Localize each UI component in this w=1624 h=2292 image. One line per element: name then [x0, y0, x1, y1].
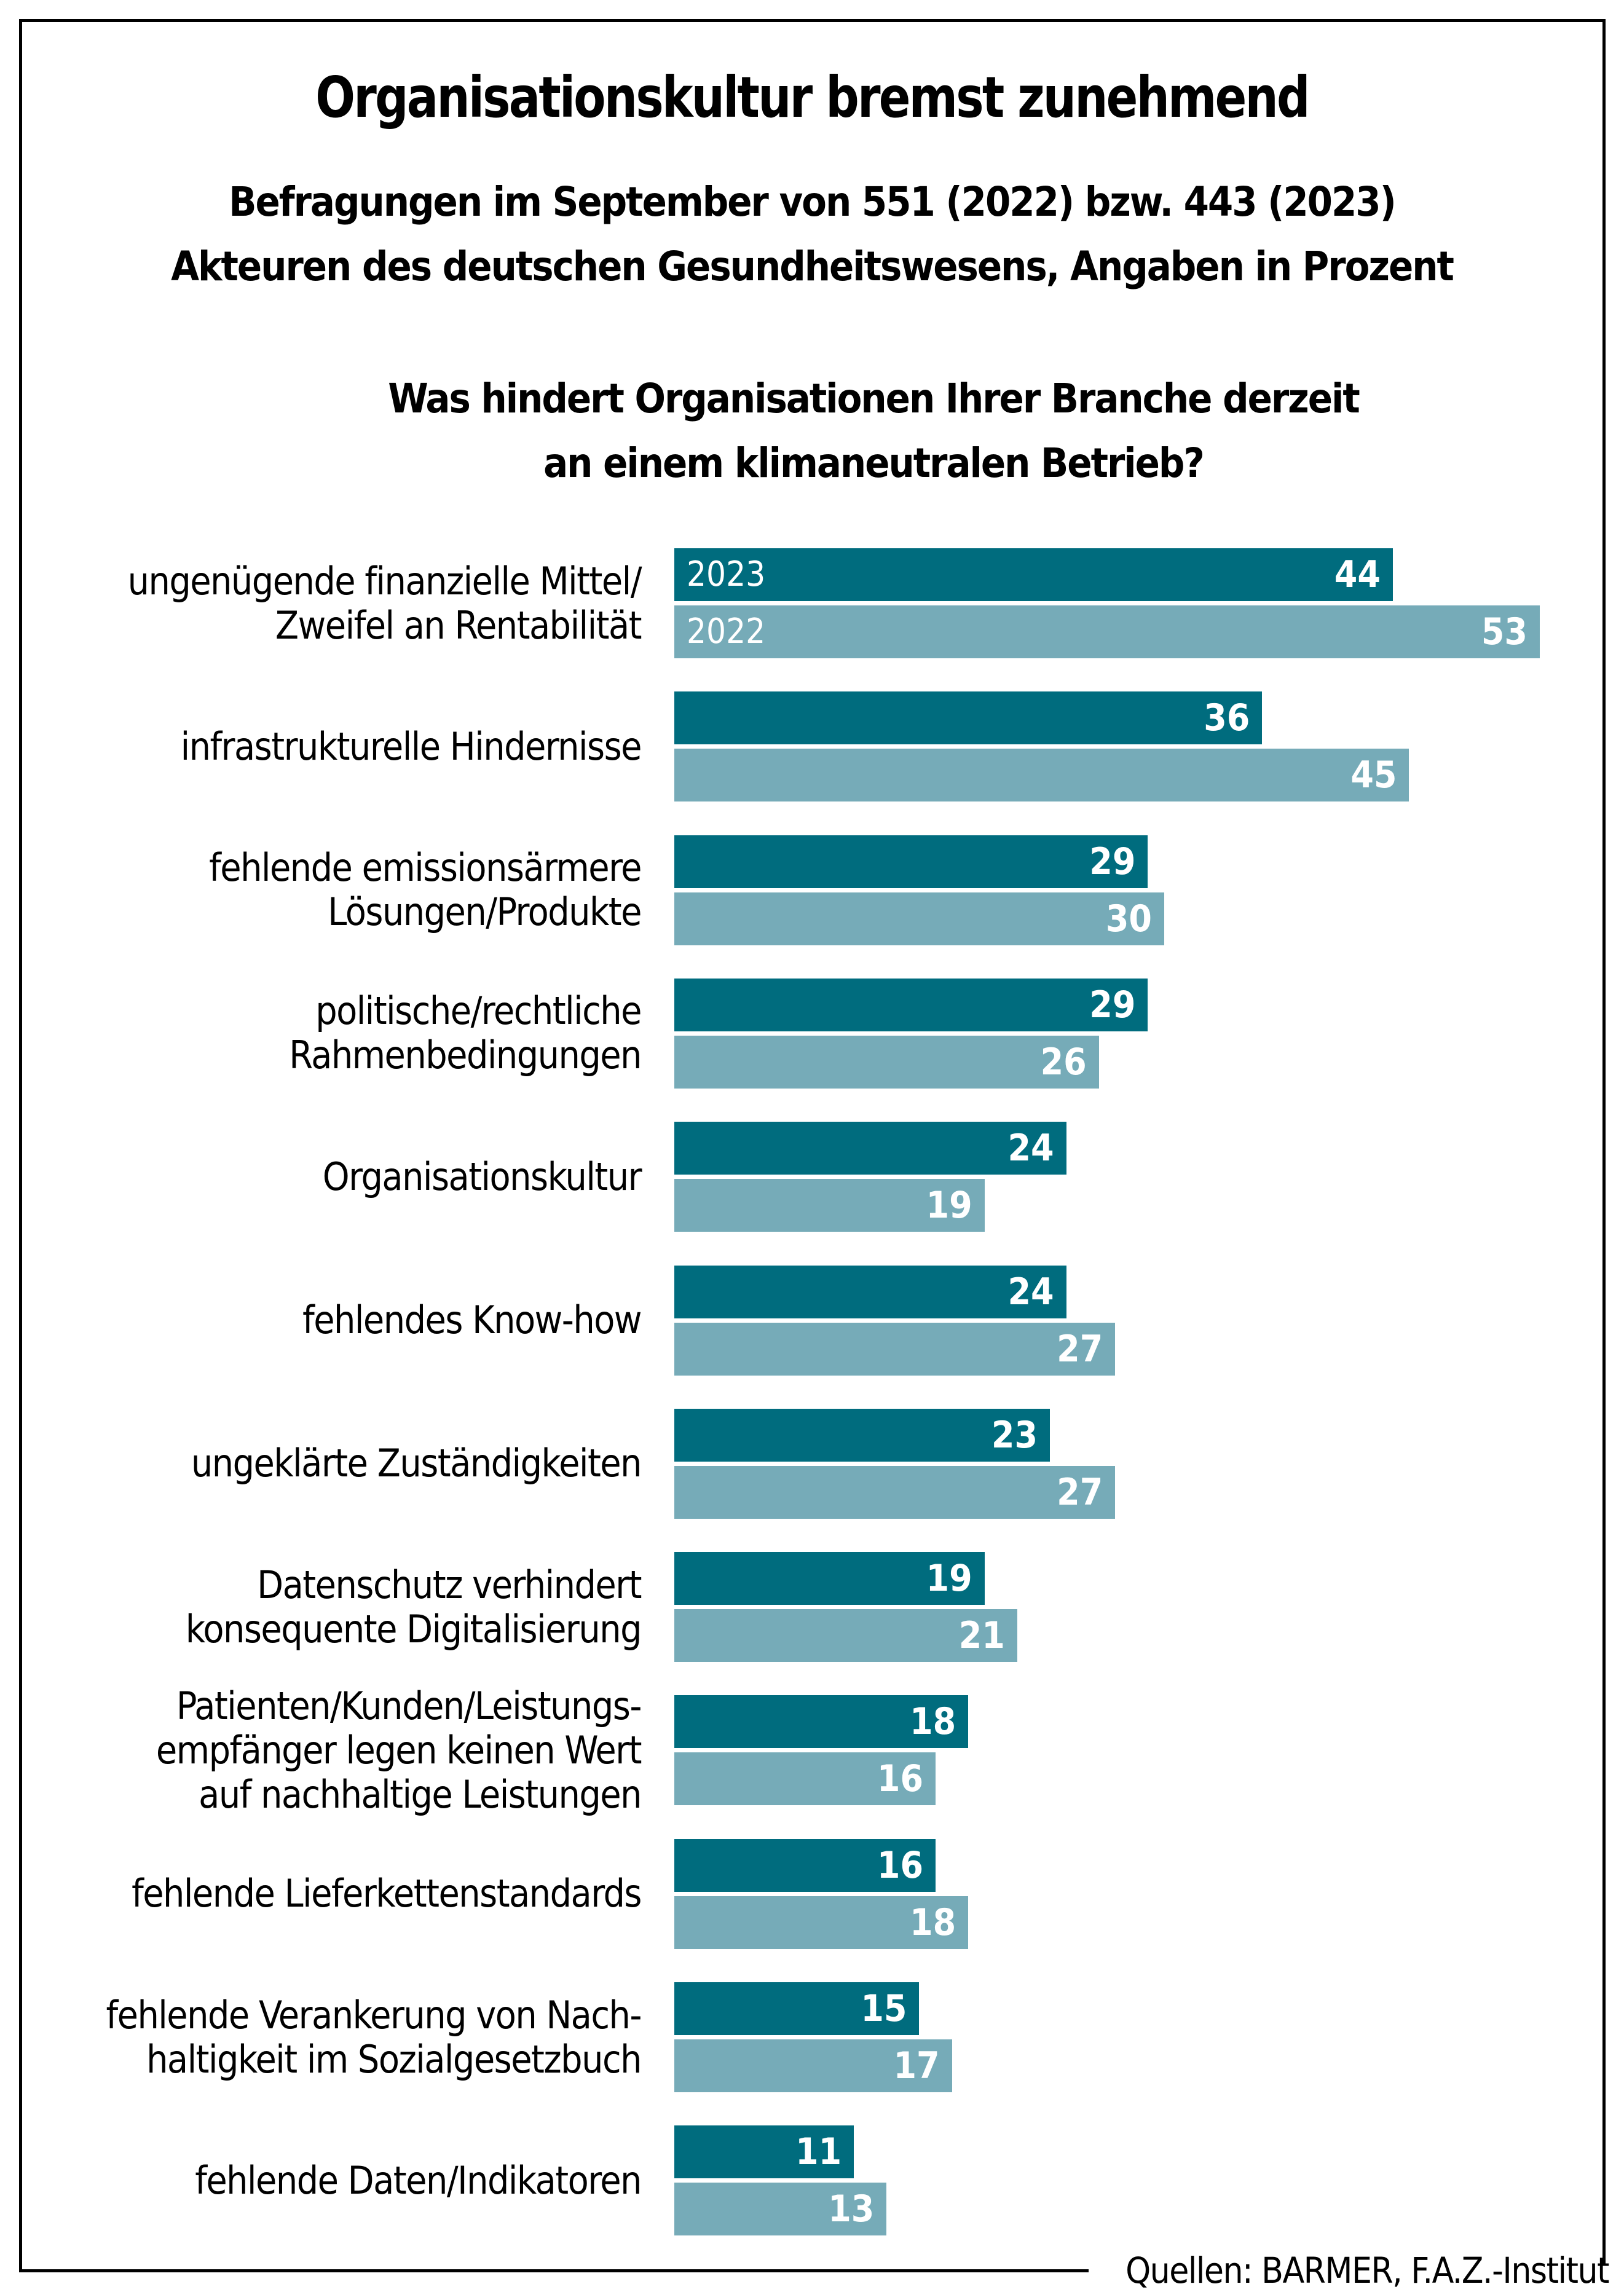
bar-2022: 16: [674, 1752, 936, 1806]
category-label: fehlende Verankerung von Nach-haltigkeit…: [25, 1982, 642, 2092]
data-label: 24: [1007, 1270, 1054, 1313]
category-label: Patienten/Kunden/Leistungs-empfänger leg…: [25, 1684, 642, 1816]
bar-2022: 18: [674, 1896, 969, 1949]
data-label: 19: [926, 1184, 972, 1227]
data-label: 15: [861, 1987, 907, 2030]
data-label: 30: [1105, 897, 1152, 940]
category-label-line: ungenügende finanzielle Mittel/: [127, 558, 642, 604]
bar-2023: 19: [674, 1552, 985, 1605]
chart-question-line-2: an einem klimaneutralen Betrieb?: [543, 439, 1205, 487]
category-label-line: Patienten/Kunden/Leistungs-: [176, 1683, 642, 1728]
bar-2023: 24: [674, 1122, 1066, 1175]
data-label: 11: [795, 2130, 842, 2174]
category-label: ungeklärte Zuständigkeiten: [25, 1409, 642, 1519]
category-label: fehlende Daten/Indikatoren: [25, 2125, 642, 2235]
category-label-line: empfänger legen keinen Wert: [156, 1727, 642, 1773]
bar-2022: 27: [674, 1465, 1116, 1519]
category-label-line: infrastrukturelle Hindernisse: [180, 723, 642, 769]
chart-frame: [19, 19, 1606, 2272]
frame-bottom-border: [19, 2269, 1089, 2272]
data-label: 27: [1057, 1327, 1103, 1371]
data-label: 17: [893, 2044, 940, 2087]
bar-2022: 2022 53: [674, 605, 1540, 658]
bar-2023: 23: [674, 1408, 1050, 1462]
bar-2023: 11: [674, 2125, 854, 2179]
category-label: Organisationskultur: [25, 1122, 642, 1232]
category-label-line: fehlende emissionsärmere: [209, 845, 642, 891]
bar-2023: 2023 44: [674, 548, 1393, 601]
bar-2022: 21: [674, 1609, 1017, 1663]
bar-2022: 30: [674, 892, 1164, 945]
bar-2022: 26: [674, 1035, 1099, 1089]
category-label-line: Organisationskultur: [322, 1154, 642, 1199]
category-label-line: Datenschutz verhindert: [257, 1562, 642, 1607]
chart-subtitle-line-1: Befragungen im September von 551 (2022) …: [229, 178, 1396, 226]
category-label-line: auf nachhaltige Leistungen: [199, 1771, 642, 1817]
data-label: 45: [1350, 754, 1397, 797]
category-label-line: fehlendes Know-how: [302, 1298, 642, 1342]
data-label: 29: [1089, 840, 1136, 883]
category-label-line: politische/rechtliche: [315, 988, 642, 1034]
category-label: fehlende Lieferkettenstandards: [25, 1839, 642, 1949]
bar-2022: 19: [674, 1179, 985, 1232]
bar-2022: 45: [674, 749, 1409, 802]
data-label: 16: [877, 1843, 924, 1887]
data-label: 36: [1204, 696, 1250, 740]
category-label-line: Zweifel an Rentabilität: [275, 602, 642, 648]
data-label: 23: [991, 1413, 1038, 1457]
data-label: 26: [1040, 1040, 1087, 1084]
data-label: 24: [1007, 1127, 1054, 1170]
data-label: 53: [1481, 610, 1527, 653]
data-label: 19: [926, 1557, 972, 1601]
data-label: 18: [910, 1900, 956, 1944]
category-label: infrastrukturelle Hindernisse: [25, 691, 642, 801]
category-label-line: konsequente Digitalisierung: [185, 1606, 642, 1652]
category-label: Datenschutz verhindert konsequente Digita…: [25, 1552, 642, 1662]
category-label-line: Rahmenbedingungen: [289, 1033, 642, 1078]
legend-label-2022: 2022: [687, 612, 766, 652]
bar-2023: 29: [674, 835, 1148, 888]
data-label: 44: [1334, 553, 1381, 596]
bar-2023: 15: [674, 1982, 920, 2035]
category-label-line: fehlende Verankerung von Nach-: [106, 1992, 642, 2038]
legend-label-2023: 2023: [687, 554, 766, 594]
category-label: ungenügende finanzielle Mittel/Zweifel a…: [25, 548, 642, 658]
bar-2023: 16: [674, 1838, 936, 1892]
data-label: 27: [1057, 1470, 1103, 1514]
bar-2023: 36: [674, 691, 1263, 745]
data-label: 16: [877, 1757, 924, 1801]
bar-2023: 24: [674, 1265, 1066, 1318]
category-label: fehlende emissionsärmere Lösungen/Produkt…: [25, 835, 642, 945]
bar-2022: 17: [674, 2039, 952, 2092]
bar-2022: 13: [674, 2183, 887, 2236]
data-label: 29: [1089, 983, 1136, 1026]
category-label-line: ungeklärte Zuständigkeiten: [191, 1441, 642, 1486]
category-label-line: haltigkeit im Sozialgesetzbuch: [146, 2036, 642, 2082]
bar-2023: 29: [674, 978, 1148, 1031]
category-label-line: fehlende Daten/Indikatoren: [195, 2157, 642, 2203]
data-label: 13: [828, 2188, 875, 2231]
bar-2022: 27: [674, 1322, 1116, 1376]
category-label-line: Lösungen/Produkte: [328, 889, 642, 935]
category-label-line: fehlende Lieferkettenstandards: [132, 1871, 642, 1916]
source-note: Quellen: BARMER, F.A.Z.-Institut: [1125, 2250, 1609, 2291]
category-label: politische/rechtliche Rahmenbedingungen: [25, 979, 642, 1089]
category-label: fehlendes Know-how: [25, 1266, 642, 1376]
chart-title: Organisationskultur bremst zunehmend: [315, 65, 1310, 130]
data-label: 21: [958, 1614, 1005, 1658]
chart-subtitle-line-2: Akteuren des deutschen Gesundheitswesens…: [171, 243, 1454, 290]
data-label: 18: [910, 1700, 956, 1744]
bar-2023: 18: [674, 1695, 969, 1749]
chart-question-line-1: Was hindert Organisationen Ihrer Branche…: [388, 375, 1360, 422]
